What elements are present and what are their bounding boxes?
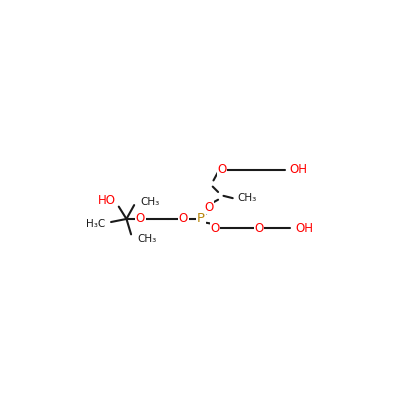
Text: O: O xyxy=(254,222,264,235)
Text: CH₃: CH₃ xyxy=(237,193,256,203)
Text: O: O xyxy=(217,163,226,176)
Text: O: O xyxy=(179,212,188,226)
Text: CH₃: CH₃ xyxy=(137,234,156,244)
Text: P: P xyxy=(197,212,205,226)
Text: OH: OH xyxy=(290,163,308,176)
Text: OH: OH xyxy=(296,222,314,235)
Text: HO: HO xyxy=(98,194,116,207)
Text: O: O xyxy=(204,201,214,214)
Text: H₃C: H₃C xyxy=(86,218,105,228)
Text: O: O xyxy=(210,222,220,235)
Text: CH₃: CH₃ xyxy=(140,197,160,207)
Text: O: O xyxy=(136,212,145,226)
